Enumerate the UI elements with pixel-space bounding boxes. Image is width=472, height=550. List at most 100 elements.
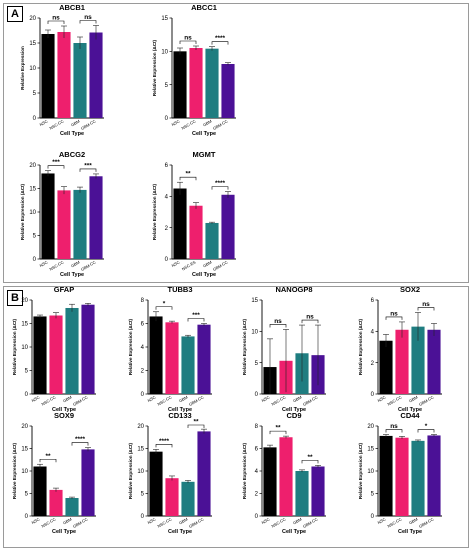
bar xyxy=(89,32,103,118)
y-tick-label: 5 xyxy=(33,234,37,240)
x-tick-label: NSC xyxy=(147,394,157,403)
x-axis-title: Cell Type xyxy=(52,407,76,413)
chart-title: ABCG2 xyxy=(59,150,85,159)
y-axis-title: Relative Expression (ΔCt) xyxy=(242,318,247,375)
bar xyxy=(427,435,441,516)
chart-title: GFAP xyxy=(54,285,74,294)
significance-label: **** xyxy=(75,436,86,443)
x-tick-label: GBM xyxy=(178,395,188,404)
x-axis-title: Cell Type xyxy=(192,131,216,137)
x-tick-label: NSC xyxy=(147,516,157,525)
y-axis-title: Relative Expression (ΔCt) xyxy=(152,183,157,240)
x-tick-label: GBM xyxy=(408,517,418,526)
bar xyxy=(49,315,63,394)
significance-label: ns xyxy=(422,301,430,308)
y-tick-label: 10 xyxy=(251,330,258,336)
y-tick-label: 0 xyxy=(165,116,169,122)
x-tick-label: GBM-CC xyxy=(72,394,89,406)
significance-label: ns xyxy=(52,15,60,22)
y-tick-label: 0 xyxy=(141,392,145,398)
significance-bracket xyxy=(187,424,205,428)
x-tick-label: GBM xyxy=(202,260,212,269)
y-tick-label: 4 xyxy=(255,469,259,475)
y-tick-label: 10 xyxy=(161,50,168,56)
bar xyxy=(33,466,47,516)
y-tick-label: 10 xyxy=(21,345,28,351)
y-tick-label: 0 xyxy=(141,514,145,520)
x-tick-label: GBM-CC xyxy=(418,516,435,528)
bar xyxy=(89,176,103,259)
x-axis-title: Cell Type xyxy=(192,272,216,278)
significance-label: ** xyxy=(45,453,51,460)
y-tick-label: 5 xyxy=(141,492,145,498)
x-axis-title: Cell Type xyxy=(60,131,84,137)
significance-bracket xyxy=(269,430,287,435)
y-tick-label: 15 xyxy=(21,322,28,328)
x-tick-label: NSC-CC xyxy=(157,516,173,528)
x-tick-label: GBM xyxy=(408,395,418,404)
significance-bracket xyxy=(47,165,65,169)
x-tick-label: GBM-CC xyxy=(212,118,229,130)
x-tick-label: GBM xyxy=(62,395,72,404)
x-tick-label: GBM-CC xyxy=(188,394,205,406)
x-axis-title: Cell Type xyxy=(168,407,192,413)
significance-label: ns xyxy=(390,310,398,317)
bar xyxy=(33,316,47,394)
y-tick-label: 6 xyxy=(255,447,259,453)
bar xyxy=(395,437,409,516)
y-tick-label: 4 xyxy=(165,195,169,201)
x-tick-label: NSC xyxy=(377,516,387,525)
bar xyxy=(205,222,219,259)
y-tick-label: 0 xyxy=(25,514,29,520)
significance-bracket xyxy=(79,20,97,24)
y-tick-label: 8 xyxy=(141,298,145,304)
significance-label: ns xyxy=(184,35,192,42)
y-tick-label: 6 xyxy=(165,163,169,169)
y-tick-label: 15 xyxy=(29,187,36,193)
bar xyxy=(379,340,393,394)
chart-title: ABCC1 xyxy=(191,3,217,12)
significance-bracket xyxy=(417,429,435,433)
y-tick-label: 5 xyxy=(25,492,29,498)
bar xyxy=(41,34,55,118)
x-tick-label: GBM-CC xyxy=(212,259,229,271)
significance-label: *** xyxy=(192,312,200,319)
significance-bracket xyxy=(47,20,65,24)
x-axis-title: Cell Type xyxy=(52,529,76,535)
y-tick-label: 5 xyxy=(33,91,37,97)
significance-label: **** xyxy=(159,438,170,445)
x-tick-label: NSC xyxy=(171,259,181,268)
y-tick-label: 20 xyxy=(137,424,144,430)
y-tick-label: 5 xyxy=(255,361,259,367)
x-tick-label: NSC-CC xyxy=(41,394,57,406)
x-tick-label: NSC xyxy=(377,394,387,403)
significance-label: ** xyxy=(307,454,313,461)
y-tick-label: 2 xyxy=(255,492,259,498)
x-tick-label: GBM-CC xyxy=(80,259,97,271)
panel-b-frame xyxy=(3,286,469,548)
significance-bracket xyxy=(385,429,403,433)
x-tick-label: GBM-CC xyxy=(80,118,97,130)
x-tick-label: NSC xyxy=(261,516,271,525)
y-tick-label: 0 xyxy=(33,116,37,122)
significance-label: * xyxy=(425,423,428,430)
x-tick-label: GBM-CC xyxy=(302,394,319,406)
x-tick-label: GBM xyxy=(178,517,188,526)
bar xyxy=(197,431,211,516)
x-tick-label: NSC-CC xyxy=(271,516,287,528)
bar xyxy=(221,194,235,259)
y-axis-title: Relative Expression (ΔCt) xyxy=(20,183,25,240)
bar xyxy=(411,440,425,516)
y-tick-label: 2 xyxy=(141,369,145,375)
significance-bracket xyxy=(39,458,57,463)
x-tick-label: GBM xyxy=(70,260,80,269)
y-tick-label: 5 xyxy=(165,83,169,89)
bar xyxy=(65,307,79,394)
x-tick-label: GBM xyxy=(202,119,212,128)
significance-bracket xyxy=(155,306,173,310)
bar xyxy=(295,471,309,516)
y-tick-label: 2 xyxy=(371,361,375,367)
y-axis-title: Relative Expression (ΔCt) xyxy=(128,318,133,375)
chart-title: CD133 xyxy=(168,411,191,420)
significance-label: ns xyxy=(274,318,282,325)
